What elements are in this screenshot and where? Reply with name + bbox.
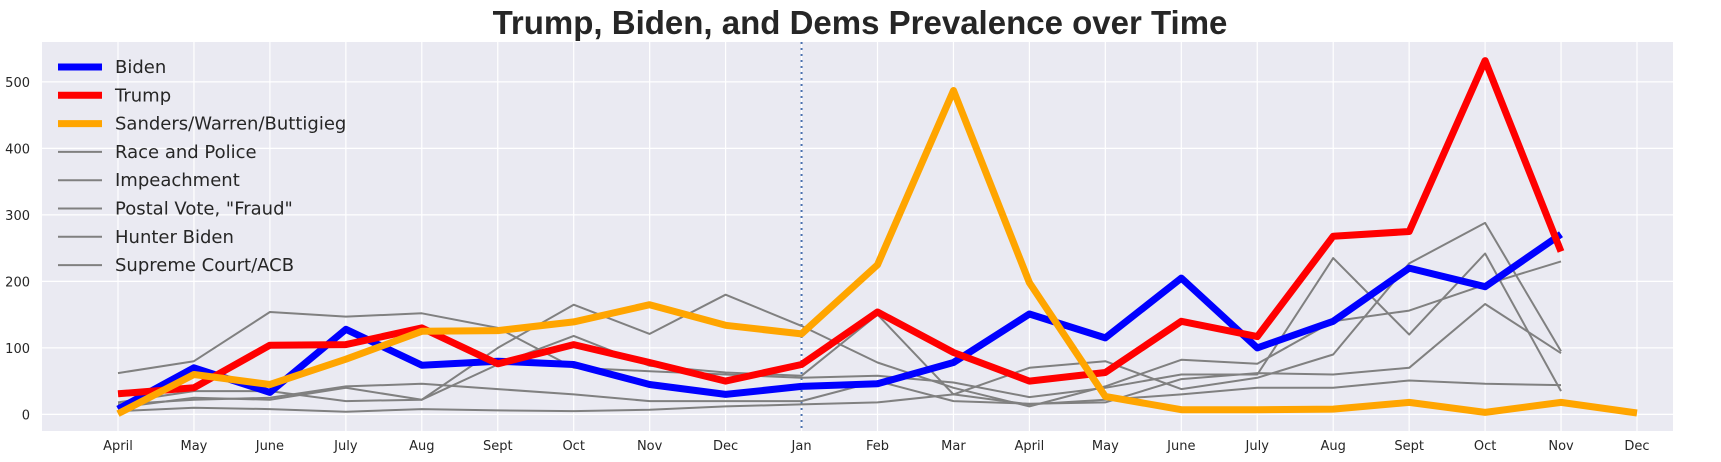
series-line-biden — [116, 231, 1563, 413]
y-tick-label-0: 0 — [22, 408, 30, 423]
x-tick-label-3: July — [333, 439, 358, 454]
y-tick-label-100: 100 — [5, 342, 30, 357]
x-tick-label-0: April — [103, 439, 133, 454]
x-tick-label-8: Dec — [713, 439, 738, 454]
x-tick-label-4: Aug — [409, 439, 434, 454]
x-tick-label-1: May — [181, 439, 208, 454]
x-tick-label-12: April — [1015, 439, 1045, 454]
x-tick-label-6: Oct — [562, 439, 584, 454]
x-tick-label-9: Jan — [791, 439, 812, 454]
x-tick-label-10: Feb — [866, 439, 889, 454]
y-axis-ticks: 0 100 200 300 400 500 — [5, 76, 30, 423]
plot-area — [42, 42, 1673, 431]
chart-title: Trump, Biden, and Dems Prevalence over T… — [493, 4, 1228, 41]
x-tick-label-15: July — [1245, 439, 1270, 454]
legend-label-trump: Trump — [114, 85, 171, 106]
legend-label-hunter-biden: Hunter Biden — [115, 227, 234, 248]
y-tick-label-500: 500 — [5, 76, 30, 91]
series-lines — [116, 57, 1638, 417]
x-axis-ticks: April May June July Aug Sept Oct Nov Dec Jan Feb Ma… — [103, 439, 1649, 454]
y-tick-label-200: 200 — [5, 275, 30, 290]
legend-label-postal-vote-fraud: Postal Vote, "Fraud" — [115, 199, 293, 220]
legend: Biden Trump Sanders/Warren/Buttigieg Race a… — [58, 57, 346, 276]
x-tick-label-18: Oct — [1474, 439, 1496, 454]
x-tick-label-11: Mar — [941, 439, 966, 454]
legend-label-supreme-court-acb: Supreme Court/ACB — [115, 255, 294, 276]
x-tick-label-5: Sept — [483, 439, 513, 454]
x-tick-label-20: Dec — [1624, 439, 1649, 454]
series-line-postal-vote-fraud — [117, 221, 1562, 404]
legend-label-impeachment: Impeachment — [115, 170, 240, 191]
legend-label-biden: Biden — [115, 57, 166, 78]
x-tick-label-14: June — [1166, 439, 1195, 454]
series-line-hunter-biden — [117, 303, 1562, 406]
y-tick-label-400: 400 — [5, 142, 30, 157]
y-tick-label-300: 300 — [5, 209, 30, 224]
series-line-supreme-court-acb — [117, 379, 1562, 413]
series-line-race-and-police — [117, 252, 1562, 399]
gridlines — [42, 42, 1673, 431]
x-tick-label-17: Sept — [1394, 439, 1424, 454]
legend-label-sanders-warren-buttigieg: Sanders/Warren/Buttigieg — [115, 114, 346, 135]
x-tick-label-13: May — [1092, 439, 1119, 454]
legend-label-race-and-police: Race and Police — [115, 142, 257, 163]
x-tick-label-2: June — [255, 439, 284, 454]
x-tick-label-7: Nov — [637, 439, 663, 454]
x-tick-label-19: Nov — [1548, 439, 1574, 454]
x-tick-label-16: Aug — [1321, 439, 1346, 454]
series-line-sanders-warren-buttigieg — [116, 87, 1638, 417]
series-line-trump — [117, 57, 1565, 398]
